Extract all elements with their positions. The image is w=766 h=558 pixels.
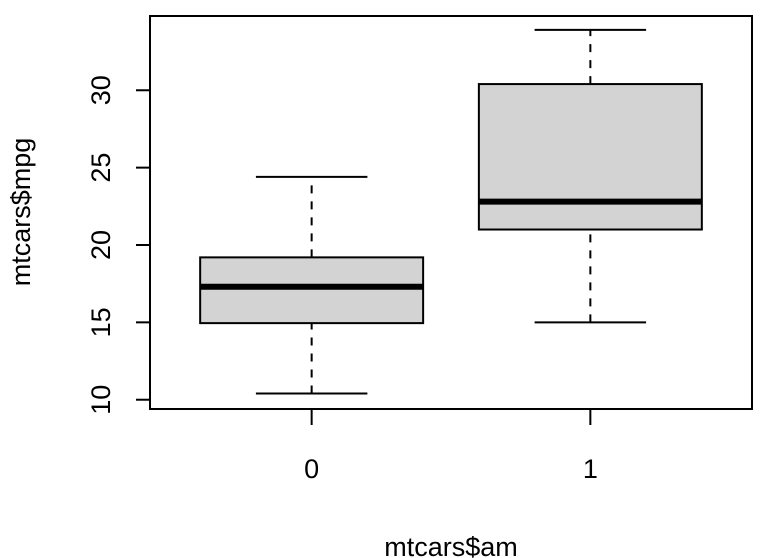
iqr-box xyxy=(477,83,703,231)
y-tick-label: 10 xyxy=(86,385,116,415)
y-tick-label: 30 xyxy=(86,75,116,105)
box-1 xyxy=(477,28,703,324)
x-tick-label: 1 xyxy=(583,454,598,484)
y-tick-label: 25 xyxy=(86,153,116,183)
y-tick-label: 20 xyxy=(86,230,116,260)
y-axis: 10 15 20 25 30 xyxy=(86,75,151,415)
iqr-box xyxy=(199,256,425,325)
boxes-group xyxy=(199,28,703,395)
y-axis-title: mtcars$mpg xyxy=(6,138,36,287)
y-tick-label: 15 xyxy=(86,307,116,337)
box-0 xyxy=(199,175,425,395)
x-axis-title: mtcars$am xyxy=(384,532,518,558)
x-tick-label: 0 xyxy=(304,454,319,484)
